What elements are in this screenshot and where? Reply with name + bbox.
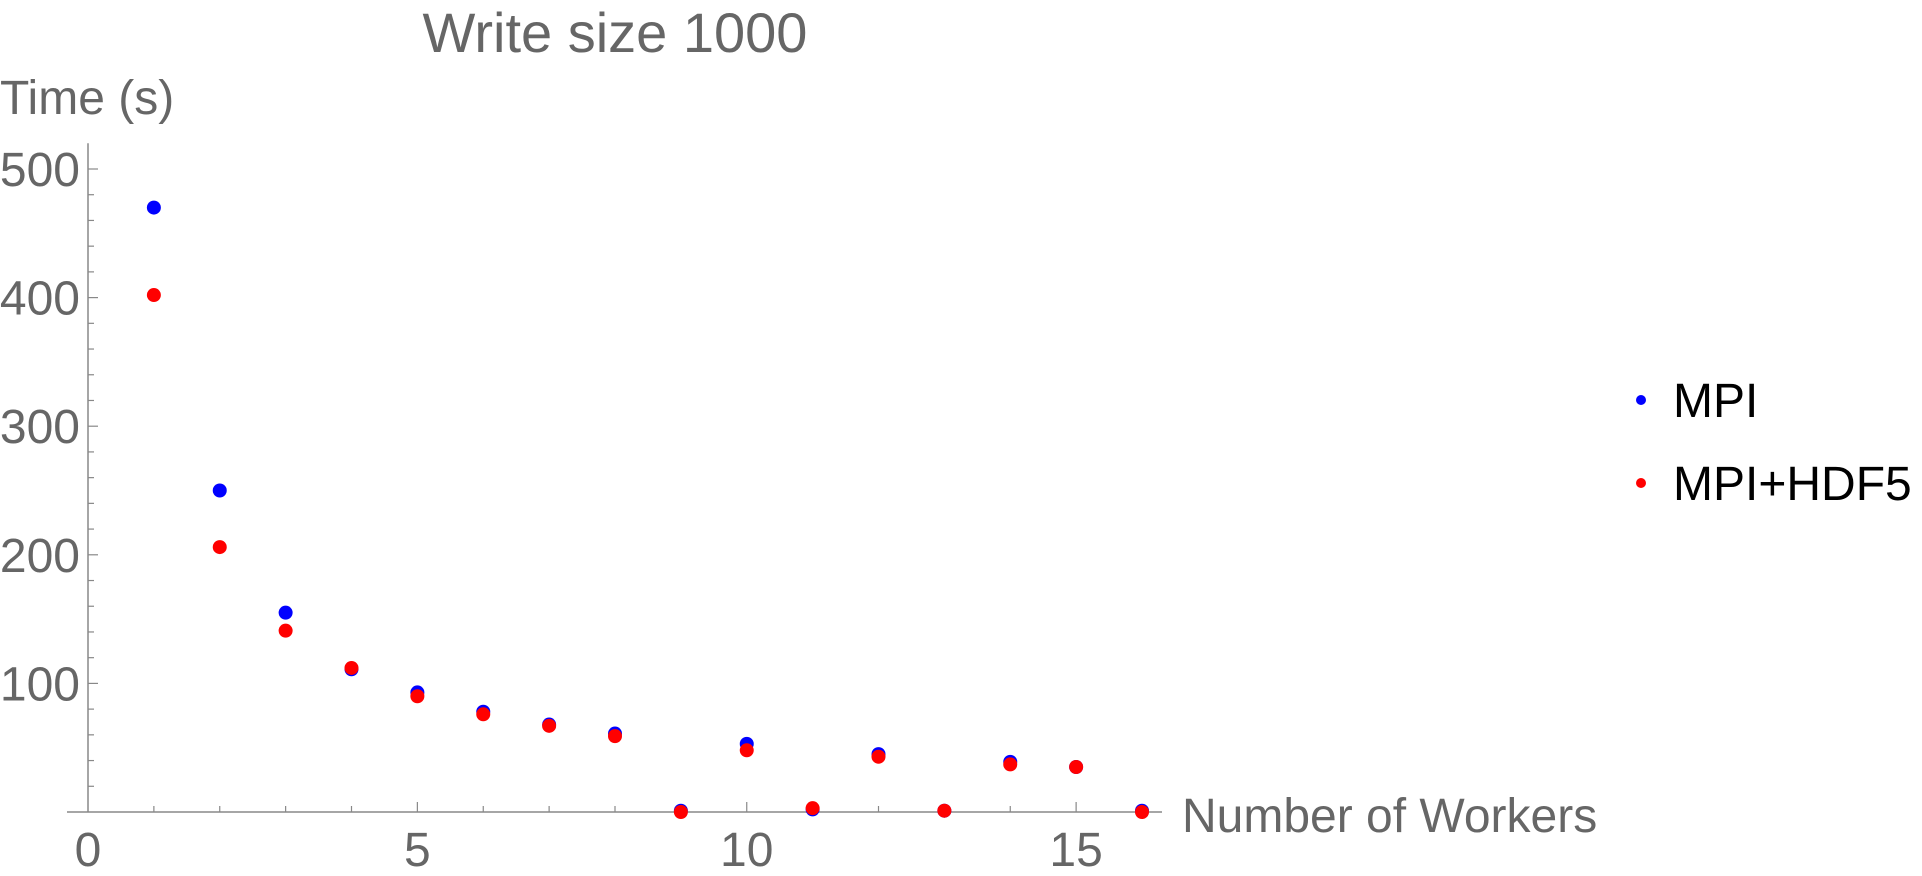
legend-label: MPI: [1673, 375, 1758, 428]
y-tick-label: 400: [0, 273, 80, 326]
y-tick-label: 300: [0, 401, 80, 454]
legend-item: MPI+HDF5: [1636, 458, 1912, 511]
legend-label: MPI+HDF5: [1673, 458, 1912, 511]
y-tick-label: 500: [0, 144, 80, 197]
y-axis-label: Time (s): [0, 72, 174, 125]
legend: MPI MPI+HDF5: [1636, 375, 1912, 511]
data-point: [212, 483, 227, 498]
data-point: [476, 707, 491, 722]
data-point: [937, 803, 952, 818]
legend-marker: [1636, 478, 1646, 488]
y-tick-label: 200: [0, 530, 80, 583]
y-tick-label: 100: [0, 658, 80, 711]
data-point: [542, 718, 557, 733]
data-point: [344, 660, 359, 675]
data-point: [212, 540, 227, 555]
data-point: [608, 729, 622, 744]
data-point: [146, 200, 161, 215]
chart-title: Write size 1000: [423, 1, 808, 64]
data-point: [410, 689, 425, 704]
x-tick-label: 10: [720, 824, 773, 876]
axes: [67, 143, 1162, 813]
legend-item: MPI: [1636, 375, 1758, 428]
data-point: [739, 743, 754, 758]
ticks: [88, 168, 1143, 812]
x-tick-label: 15: [1049, 824, 1102, 876]
data-point: [1135, 805, 1149, 819]
tick-labels: 0 5 10 15 100 200 300 400 500: [0, 144, 1103, 876]
x-tick-label: 0: [75, 824, 102, 876]
data-points: [146, 200, 1149, 819]
series-1: [146, 288, 1149, 819]
data-point: [871, 749, 886, 764]
data-point: [805, 801, 820, 816]
series-0: [146, 200, 1149, 818]
data-point: [673, 805, 688, 819]
data-point: [146, 288, 161, 303]
x-axis-label: Number of Workers: [1182, 790, 1597, 843]
data-point: [1003, 757, 1018, 772]
data-point: [1069, 759, 1084, 774]
x-tick-label: 5: [404, 824, 431, 876]
data-point: [278, 623, 293, 638]
data-point: [278, 605, 293, 620]
legend-marker: [1636, 395, 1646, 405]
